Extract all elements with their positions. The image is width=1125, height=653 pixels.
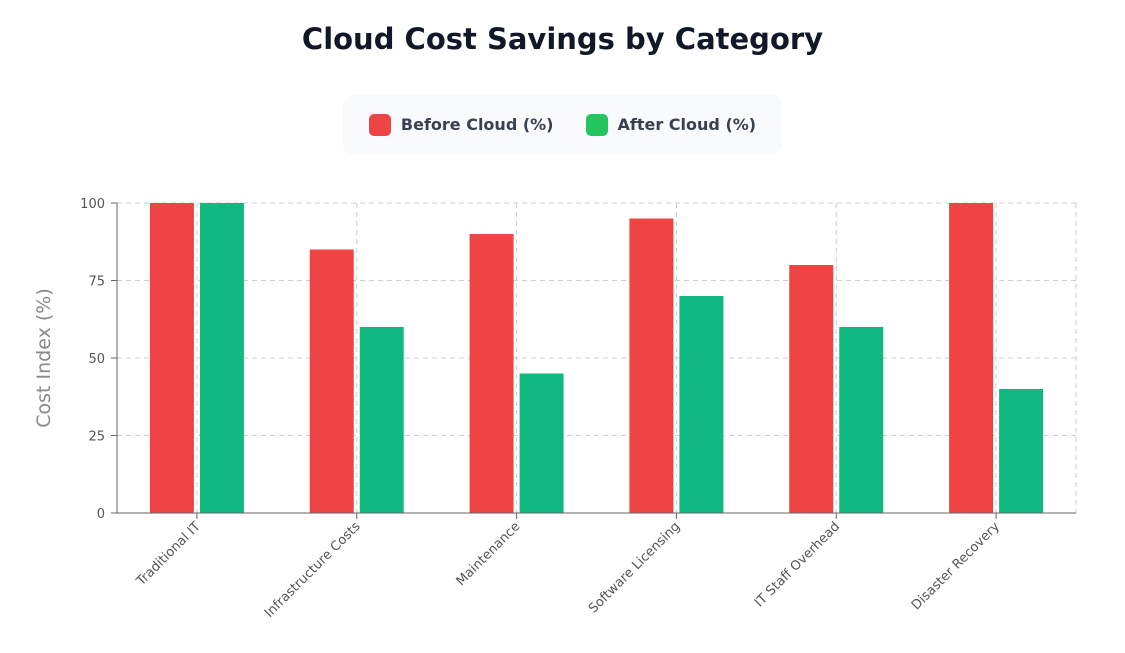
bar-after-4 bbox=[839, 327, 884, 513]
bar-after-0 bbox=[199, 203, 244, 513]
y-tick-label-75: 75 bbox=[88, 275, 105, 290]
x-tick-label-4: IT Staff Overhead bbox=[752, 519, 843, 610]
legend-item-before-cloud[interactable]: Before Cloud (%) bbox=[368, 113, 554, 136]
bars bbox=[149, 203, 1044, 513]
chart-legend: Before Cloud (%) After Cloud (%) bbox=[343, 95, 782, 154]
legend-swatch-before-cloud bbox=[368, 113, 391, 136]
legend-item-after-cloud[interactable]: After Cloud (%) bbox=[585, 113, 757, 136]
x-tick-label-1: Infrastructure Costs bbox=[262, 519, 364, 621]
bar-before-5 bbox=[949, 203, 994, 513]
bar-after-5 bbox=[999, 389, 1044, 513]
legend-swatch-after-cloud bbox=[585, 113, 608, 136]
x-tick-label-2: Maintenance bbox=[454, 519, 524, 589]
y-tick-label-0: 0 bbox=[97, 507, 105, 522]
bar-after-3 bbox=[679, 296, 724, 513]
bar-after-2 bbox=[519, 373, 564, 513]
x-tick-label-0: Traditional IT bbox=[133, 519, 203, 589]
legend-label-after-cloud: After Cloud (%) bbox=[617, 115, 757, 134]
bar-before-3 bbox=[629, 218, 674, 513]
y-tick-label-100: 100 bbox=[80, 197, 105, 212]
legend-label-before-cloud: Before Cloud (%) bbox=[400, 115, 554, 134]
bar-after-1 bbox=[359, 327, 404, 513]
y-tick-label-25: 25 bbox=[88, 430, 105, 445]
grid bbox=[117, 202, 1077, 513]
bar-before-0 bbox=[149, 203, 194, 513]
y-axis-title: Cost Index (%) bbox=[33, 288, 55, 428]
x-tick-label-3: Software Licensing bbox=[586, 519, 683, 616]
bar-before-2 bbox=[469, 234, 514, 513]
bar-before-4 bbox=[789, 265, 834, 513]
bar-before-1 bbox=[309, 249, 354, 513]
chart-title: Cloud Cost Savings by Category bbox=[301, 22, 824, 56]
y-tick-label-50: 50 bbox=[88, 352, 105, 367]
x-tick-label-5: Disaster Recovery bbox=[909, 519, 1003, 613]
